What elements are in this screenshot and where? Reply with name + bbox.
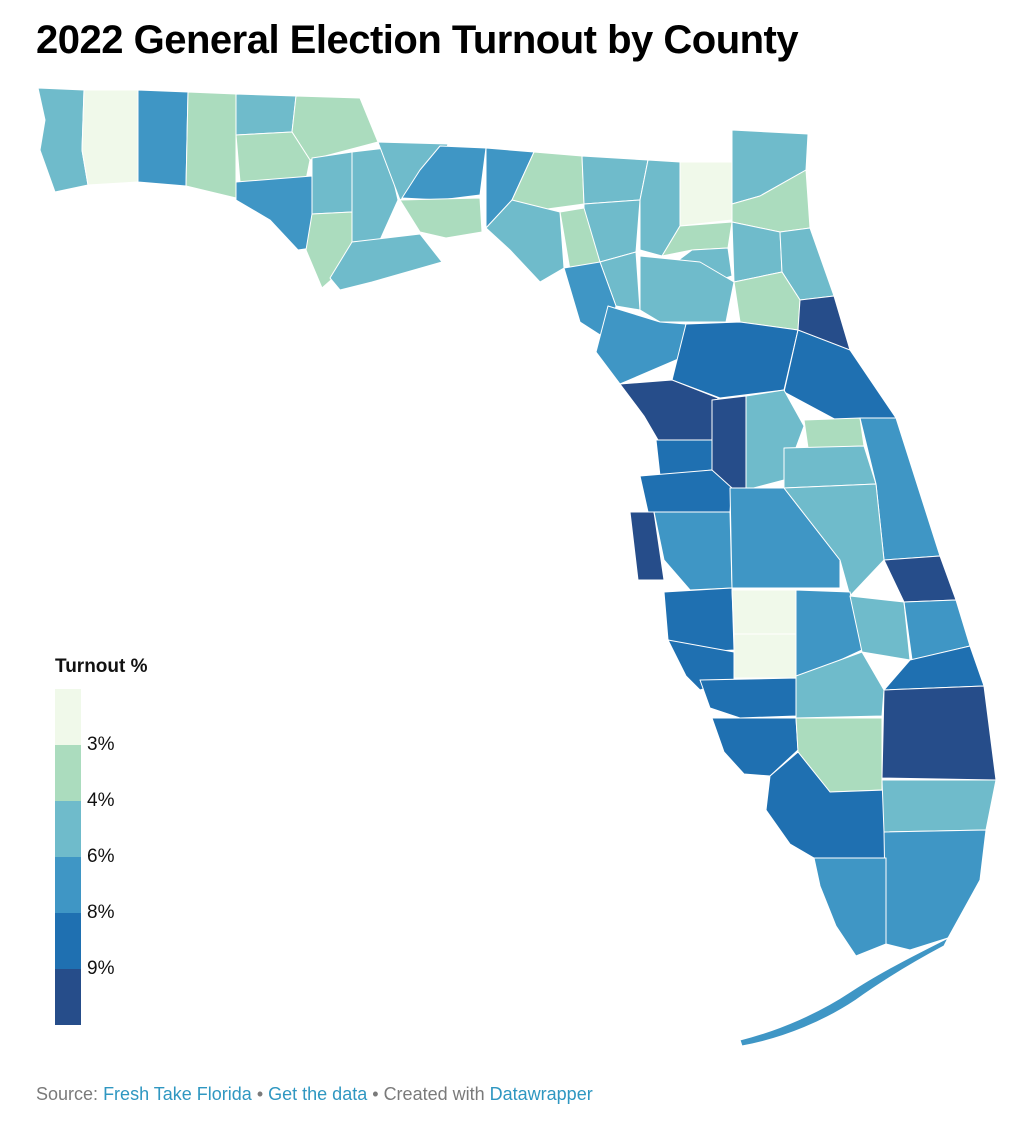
county-broward[interactable] bbox=[881, 779, 997, 833]
legend-swatch-0 bbox=[55, 689, 81, 745]
county-franklin[interactable] bbox=[329, 233, 443, 291]
county-washington[interactable] bbox=[235, 131, 311, 183]
county-hillsborough[interactable] bbox=[653, 511, 733, 591]
legend-swatch-4 bbox=[55, 913, 81, 969]
county-clay[interactable] bbox=[731, 221, 783, 283]
county-monroe-keys bbox=[739, 937, 949, 1047]
county-bay[interactable] bbox=[235, 175, 313, 251]
county-indian-river[interactable] bbox=[883, 555, 957, 603]
get-data-link[interactable]: Get the data bbox=[268, 1084, 368, 1104]
county-hamilton[interactable] bbox=[581, 155, 649, 205]
county-charlotte[interactable] bbox=[699, 677, 797, 719]
legend-swatch-1 bbox=[55, 745, 81, 801]
county-polk[interactable] bbox=[729, 487, 841, 589]
florida-county-map bbox=[37, 87, 997, 1047]
legend-break-label: 6% bbox=[87, 846, 115, 867]
datawrapper-link[interactable]: Datawrapper bbox=[489, 1084, 593, 1104]
county-palm-beach[interactable] bbox=[881, 685, 997, 781]
legend-color-bar bbox=[55, 689, 81, 1025]
legend-title: Turnout % bbox=[55, 656, 148, 677]
county-santa-rosa[interactable] bbox=[81, 89, 139, 186]
legend-swatch-2 bbox=[55, 801, 81, 857]
legend-swatch-3 bbox=[55, 857, 81, 913]
county-holmes[interactable] bbox=[235, 93, 297, 136]
source-link[interactable]: Fresh Take Florida bbox=[103, 1084, 252, 1104]
county-jackson[interactable] bbox=[291, 95, 379, 161]
separator: • bbox=[372, 1084, 379, 1104]
legend-break-label: 8% bbox=[87, 902, 115, 923]
county-wakulla[interactable] bbox=[399, 197, 483, 239]
county-pinellas[interactable] bbox=[629, 511, 665, 581]
county-alachua[interactable] bbox=[639, 255, 735, 323]
county-calhoun[interactable] bbox=[311, 151, 353, 215]
county-walton[interactable] bbox=[185, 91, 237, 199]
county-pasco[interactable] bbox=[639, 469, 733, 513]
county-baker[interactable] bbox=[679, 161, 733, 227]
county-monroe[interactable] bbox=[813, 857, 887, 957]
legend-swatch-5 bbox=[55, 969, 81, 1025]
chart-title: 2022 General Election Turnout by County bbox=[36, 18, 799, 62]
legend-break-label: 3% bbox=[87, 734, 115, 755]
legend: Turnout % 3% 4% 6% 8% 9% bbox=[55, 656, 148, 1025]
county-escambia[interactable] bbox=[37, 87, 89, 193]
footer: Source: Fresh Take Florida • Get the dat… bbox=[36, 1084, 593, 1105]
county-okaloosa[interactable] bbox=[137, 89, 189, 187]
county-madison[interactable] bbox=[511, 151, 585, 211]
county-marion[interactable] bbox=[671, 321, 799, 399]
county-osceola[interactable] bbox=[783, 483, 885, 597]
county-miami-dade[interactable] bbox=[883, 829, 987, 951]
county-orange[interactable] bbox=[783, 445, 877, 489]
legend-break-label: 4% bbox=[87, 790, 115, 811]
separator: • bbox=[256, 1084, 264, 1104]
county-glades[interactable] bbox=[795, 651, 885, 719]
county-desoto[interactable] bbox=[733, 633, 797, 679]
source-label: Source: bbox=[36, 1084, 99, 1104]
legend-break-label: 9% bbox=[87, 958, 115, 979]
created-with-label: Created with bbox=[383, 1084, 485, 1104]
county-seminole[interactable] bbox=[803, 417, 865, 449]
county-hardee[interactable] bbox=[731, 589, 797, 635]
